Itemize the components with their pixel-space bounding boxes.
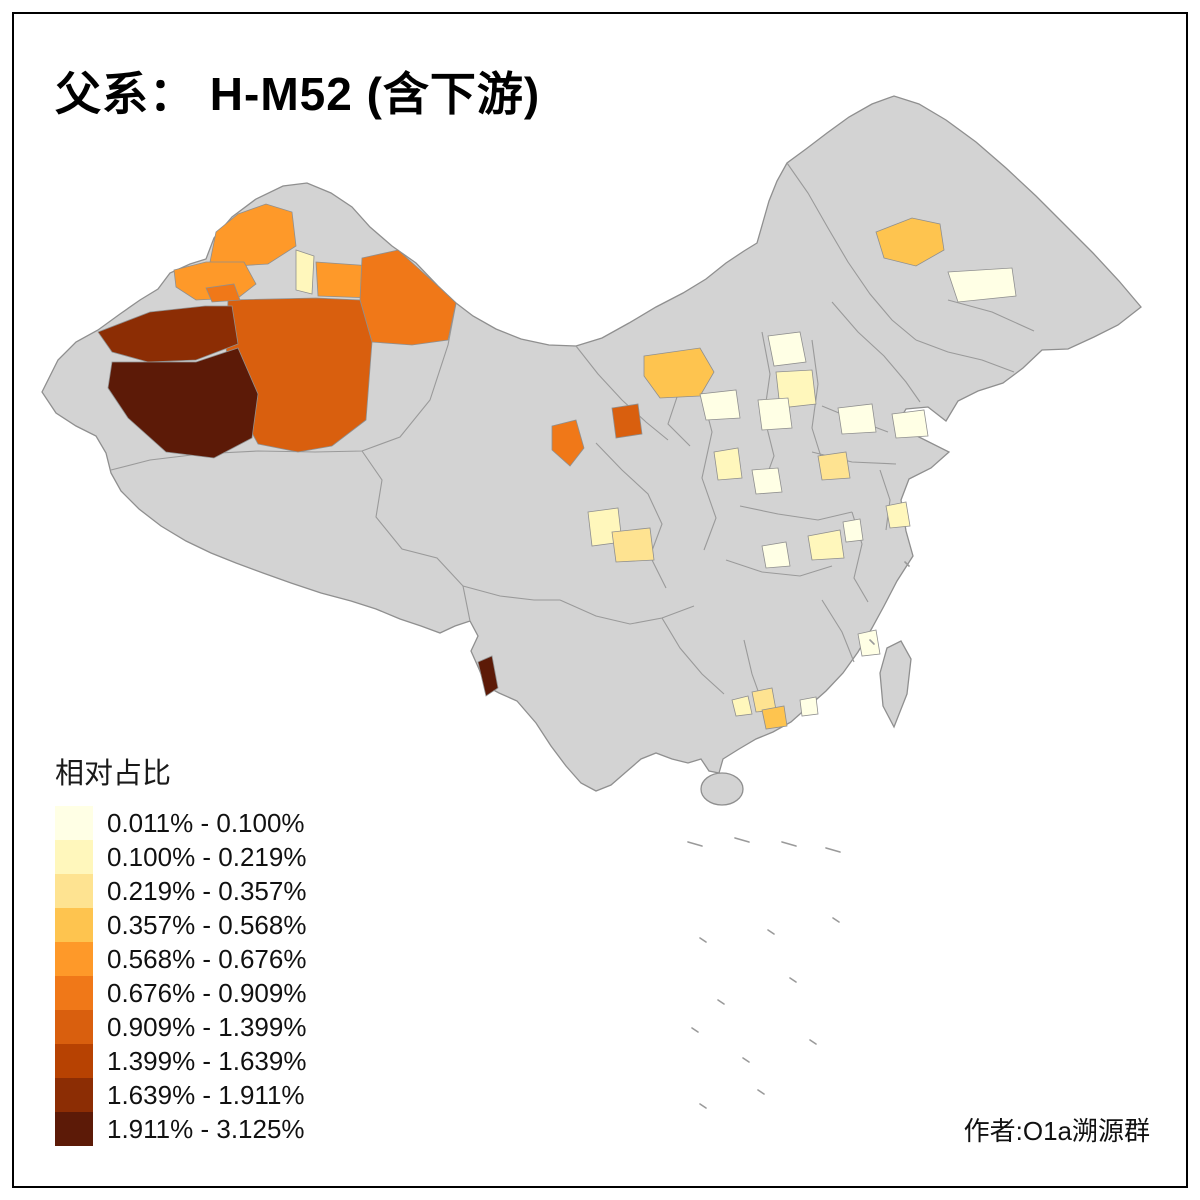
legend-label: 1.911% - 3.125% — [107, 1113, 305, 1144]
map-region — [699, 389, 741, 421]
map-region — [97, 305, 239, 363]
legend-row: 0.219% - 0.357% — [55, 874, 306, 908]
map-title: 父系： H-M52 (含下游) — [55, 68, 541, 120]
map-region — [857, 629, 881, 657]
map-region — [731, 695, 753, 717]
map-region — [611, 403, 643, 439]
legend-swatch — [55, 1010, 93, 1044]
map-region — [761, 705, 788, 730]
legend-label: 0.100% - 0.219% — [107, 841, 307, 872]
map-region — [107, 347, 259, 459]
map-region — [551, 419, 585, 467]
province-borders — [110, 162, 1035, 703]
legend-label: 0.357% - 0.568% — [107, 909, 307, 940]
hainan-island — [700, 772, 744, 806]
choropleth-regions — [97, 203, 1017, 730]
legend-swatch — [55, 874, 93, 908]
legend-swatch — [55, 976, 93, 1010]
legend-label: 1.399% - 1.639% — [107, 1045, 307, 1076]
legend: 相对占比 0.011% - 0.100% 0.100% - 0.219% 0.219… — [55, 750, 306, 1146]
legend-label: 0.568% - 0.676% — [107, 943, 307, 974]
legend-swatch — [55, 942, 93, 976]
legend-label: 0.676% - 0.909% — [107, 977, 307, 1008]
legend-label: 0.909% - 1.399% — [107, 1011, 307, 1042]
map-region — [837, 403, 877, 435]
map-region — [209, 203, 297, 267]
legend-row: 0.011% - 0.100% — [55, 806, 306, 840]
legend-swatch — [55, 1078, 93, 1112]
map-region — [891, 409, 929, 439]
map-region — [885, 501, 911, 529]
map-region — [757, 397, 793, 431]
legend-label: 1.639% - 1.911% — [107, 1079, 305, 1110]
map-region — [799, 696, 819, 717]
taiwan-island — [879, 640, 912, 729]
map-region — [295, 249, 315, 295]
legend-label: 0.219% - 0.357% — [107, 875, 307, 906]
map-region — [875, 217, 945, 267]
legend-row: 1.639% - 1.911% — [55, 1078, 306, 1112]
map-region — [807, 529, 845, 561]
map-region — [205, 283, 241, 303]
map-region — [842, 518, 864, 543]
map-region — [767, 331, 807, 367]
legend-swatch — [55, 908, 93, 942]
author-credit: 作者:O1a溯源群 — [963, 1116, 1150, 1146]
legend-row: 1.399% - 1.639% — [55, 1044, 306, 1078]
map-region — [751, 467, 783, 495]
map-region — [761, 541, 791, 569]
legend-row: 0.100% - 0.219% — [55, 840, 306, 874]
map-region — [611, 527, 655, 563]
legend-row: 0.909% - 1.399% — [55, 1010, 306, 1044]
south-sea-islands — [687, 561, 910, 1109]
map-region — [359, 249, 457, 346]
map-region — [947, 267, 1017, 303]
legend-rows: 0.011% - 0.100% 0.100% - 0.219% 0.219% - 0… — [55, 806, 306, 1146]
legend-swatch — [55, 1044, 93, 1078]
legend-swatch — [55, 1112, 93, 1146]
legend-row: 0.676% - 0.909% — [55, 976, 306, 1010]
legend-swatch — [55, 806, 93, 840]
legend-swatch — [55, 840, 93, 874]
legend-row: 0.568% - 0.676% — [55, 942, 306, 976]
legend-label: 0.011% - 0.100% — [107, 807, 305, 838]
legend-title: 相对占比 — [55, 758, 172, 790]
map-region — [817, 451, 851, 481]
map-region — [477, 655, 499, 697]
map-region — [643, 347, 715, 399]
legend-row: 0.357% - 0.568% — [55, 908, 306, 942]
legend-row: 1.911% - 3.125% — [55, 1112, 306, 1146]
map-region — [713, 447, 743, 481]
